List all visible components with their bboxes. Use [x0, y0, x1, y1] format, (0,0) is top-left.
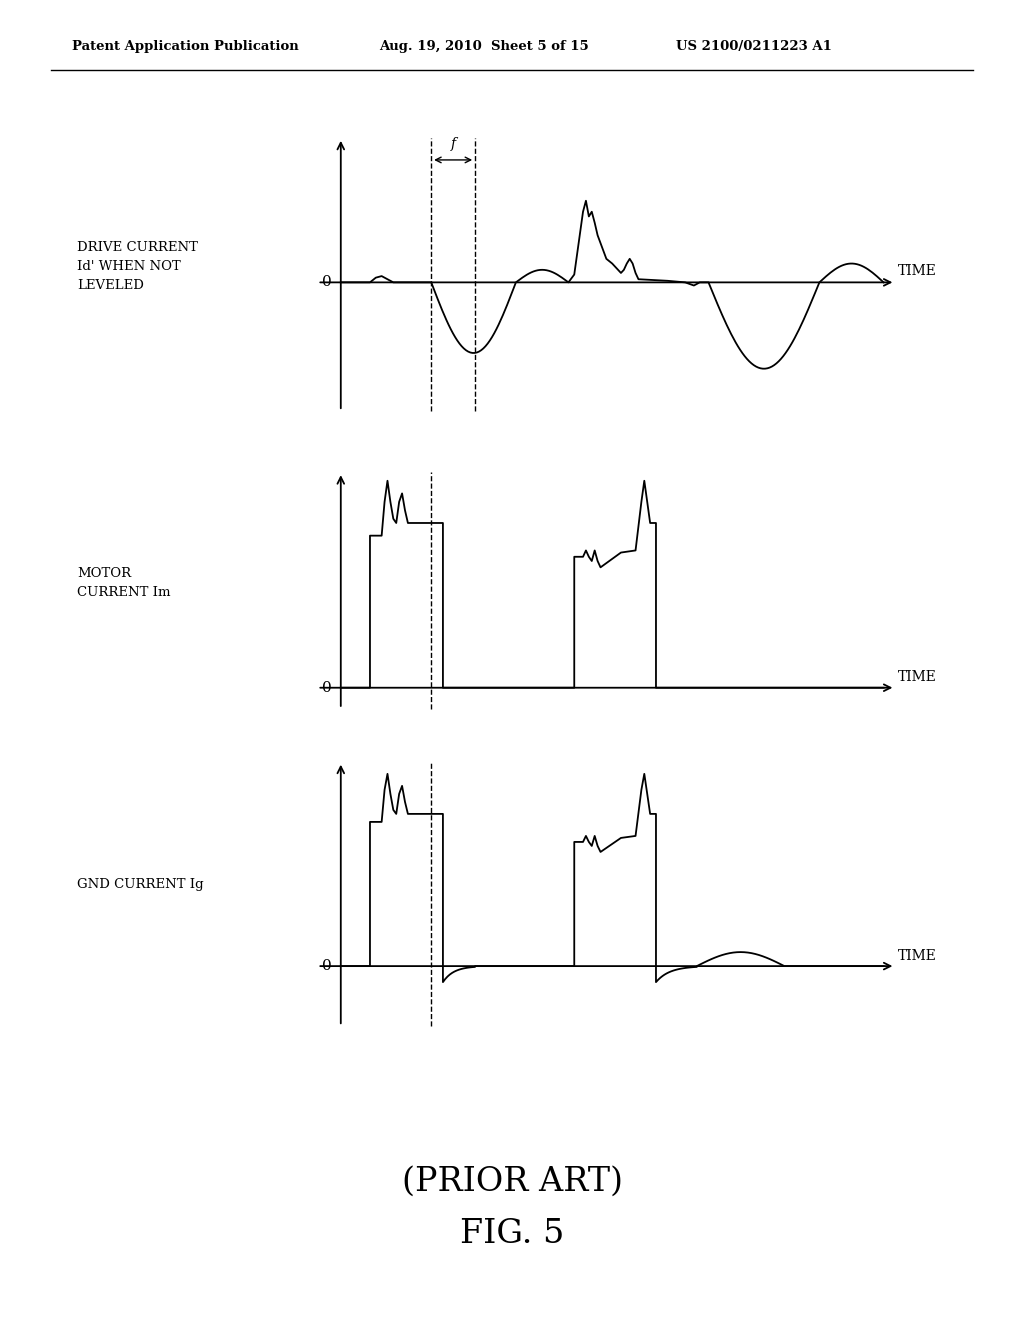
Text: 0: 0: [323, 960, 332, 973]
Text: TIME: TIME: [898, 671, 937, 684]
Text: Aug. 19, 2010  Sheet 5 of 15: Aug. 19, 2010 Sheet 5 of 15: [379, 40, 589, 53]
Text: 0: 0: [323, 681, 332, 694]
Text: DRIVE CURRENT
Id' WHEN NOT
LEVELED: DRIVE CURRENT Id' WHEN NOT LEVELED: [77, 242, 198, 292]
Text: MOTOR
CURRENT Im: MOTOR CURRENT Im: [77, 568, 170, 599]
Text: TIME: TIME: [898, 264, 937, 279]
Text: 0: 0: [323, 276, 332, 289]
Text: TIME: TIME: [898, 949, 937, 964]
Text: GND CURRENT Ig: GND CURRENT Ig: [77, 878, 204, 891]
Text: f: f: [451, 137, 456, 152]
Text: (PRIOR ART): (PRIOR ART): [401, 1166, 623, 1197]
Text: FIG. 5: FIG. 5: [460, 1218, 564, 1250]
Text: Patent Application Publication: Patent Application Publication: [72, 40, 298, 53]
Text: US 2100/0211223 A1: US 2100/0211223 A1: [676, 40, 831, 53]
